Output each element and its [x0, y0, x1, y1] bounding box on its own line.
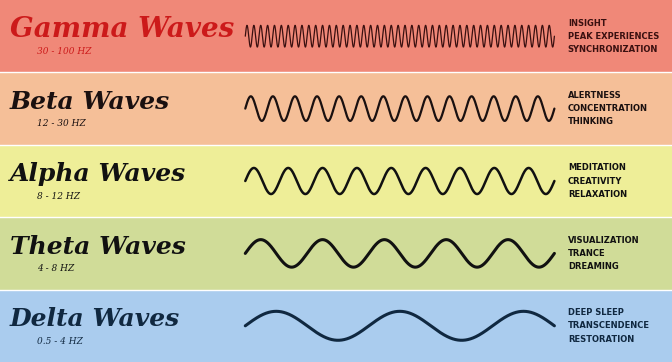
Text: ALERTNESS
CONCENTRATION
THINKING: ALERTNESS CONCENTRATION THINKING	[568, 91, 648, 126]
Bar	[0, 145, 672, 217]
Text: Delta Waves: Delta Waves	[10, 307, 180, 331]
Text: MEDITATION
CREATIVITY
RELAXATION: MEDITATION CREATIVITY RELAXATION	[568, 163, 627, 199]
Text: Gamma Waves: Gamma Waves	[10, 16, 235, 43]
Text: INSIGHT
PEAK EXPERIENCES
SYNCHRONIZATION: INSIGHT PEAK EXPERIENCES SYNCHRONIZATION	[568, 18, 659, 54]
Text: VISUALIZATION
TRANCE
DREAMING: VISUALIZATION TRANCE DREAMING	[568, 236, 640, 271]
Bar	[0, 290, 672, 362]
Text: Beta Waves: Beta Waves	[10, 90, 170, 114]
Text: 0.5 - 4 HZ: 0.5 - 4 HZ	[37, 337, 83, 345]
Bar	[0, 72, 672, 145]
Text: DEEP SLEEP
TRANSCENDENCE
RESTORATION: DEEP SLEEP TRANSCENDENCE RESTORATION	[568, 308, 650, 344]
Text: Alpha Waves: Alpha Waves	[10, 163, 186, 186]
Bar	[0, 0, 672, 72]
Text: 4 - 8 HZ: 4 - 8 HZ	[37, 264, 74, 273]
Text: 12 - 30 HZ: 12 - 30 HZ	[37, 119, 86, 128]
Text: Theta Waves: Theta Waves	[10, 235, 186, 259]
Bar	[0, 217, 672, 290]
Text: 30 - 100 HZ: 30 - 100 HZ	[37, 47, 91, 56]
Text: 8 - 12 HZ: 8 - 12 HZ	[37, 192, 80, 201]
